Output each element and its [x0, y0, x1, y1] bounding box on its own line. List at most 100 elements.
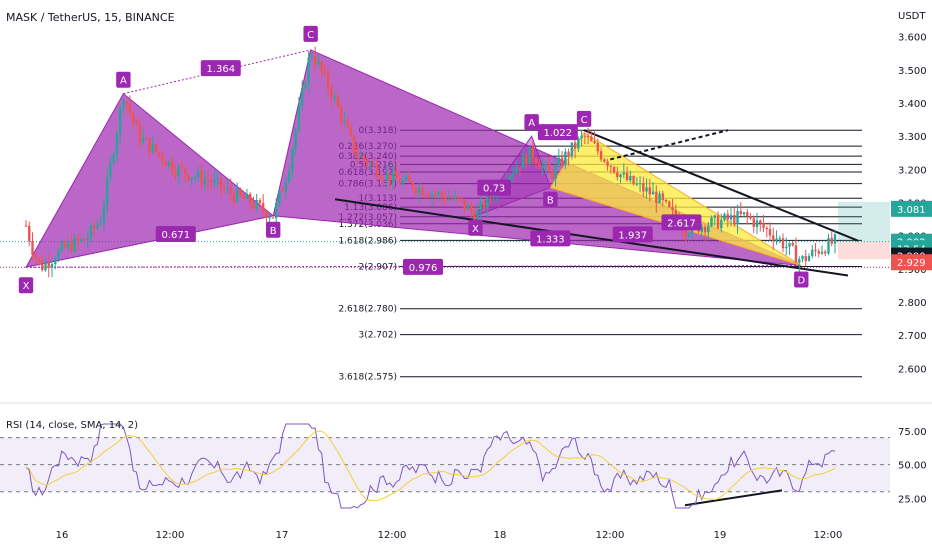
candle-body: [323, 71, 327, 73]
candle-body: [255, 199, 258, 209]
candle-body: [164, 161, 167, 166]
candle-body: [287, 171, 291, 182]
candle-body: [180, 166, 184, 169]
fib-label: 3(2.702): [358, 331, 397, 341]
candle-body: [278, 190, 281, 203]
candle-body: [411, 181, 414, 190]
candle-body: [479, 201, 483, 210]
candle-body: [629, 175, 632, 181]
candle-body: [580, 135, 583, 139]
candle-body: [521, 154, 525, 169]
candle-body: [44, 262, 47, 271]
candle-body: [450, 198, 453, 200]
candle-body: [531, 147, 535, 159]
candle-body: [37, 258, 41, 261]
point-label-d: D: [797, 276, 805, 287]
candle-body: [128, 104, 132, 114]
candle-body: [573, 142, 577, 149]
candle-body: [664, 200, 668, 202]
candle-body: [612, 166, 616, 173]
candle-body: [317, 61, 320, 65]
rsi-tick-label: 25.00: [898, 494, 927, 505]
candle-body: [339, 106, 343, 122]
candle-body: [824, 251, 827, 254]
candle-body: [564, 151, 567, 166]
fib-label: 1.618(2.986): [338, 236, 397, 246]
candle-body: [235, 189, 239, 202]
xd-dotted: [25, 265, 802, 268]
candle-body: [145, 137, 148, 139]
candle-body: [434, 193, 437, 195]
candle-body: [222, 188, 226, 190]
symbol-title: MASK / TetherUS, 15, BINANCE: [6, 11, 175, 24]
candle-body: [333, 96, 336, 99]
rsi-line: [25, 423, 836, 509]
candle-body: [482, 201, 486, 209]
candle-body: [551, 171, 554, 179]
candle-body: [34, 255, 37, 259]
candle-body: [645, 187, 648, 192]
candle-body: [50, 263, 54, 268]
ratio-label-bg: [403, 258, 444, 275]
candle-body: [73, 238, 76, 252]
candle-body: [437, 192, 440, 195]
candle-body: [469, 205, 473, 213]
candle-body: [781, 238, 785, 249]
candle-body: [443, 196, 447, 201]
candle-body: [684, 231, 687, 237]
inner-point-label-a: A: [528, 118, 535, 129]
candle-body: [456, 196, 460, 199]
candle-body: [463, 199, 466, 210]
candle-body: [739, 211, 742, 215]
ratio-label: 0.976: [409, 263, 438, 274]
candle-body: [736, 211, 739, 225]
trend-lower: [334, 198, 849, 277]
candle-body: [768, 229, 772, 236]
price-tick-label: 3.600: [898, 33, 927, 44]
triangle-xab: [25, 92, 275, 268]
candle-body: [619, 174, 622, 178]
candle-body: [508, 175, 512, 183]
candle-body: [362, 154, 366, 160]
candle-body: [167, 161, 171, 166]
rsi-trend: [684, 489, 783, 507]
candle-body: [616, 172, 619, 178]
candle-body: [794, 245, 798, 263]
rsi-band: [0, 437, 890, 492]
candle-body: [398, 178, 401, 184]
price-tag-label: 2.929: [897, 258, 926, 269]
candle-body: [239, 189, 242, 196]
candle-body: [271, 217, 275, 219]
candle-body: [716, 215, 720, 229]
candle-body: [473, 212, 476, 223]
candle-body: [570, 142, 574, 157]
candle-body: [759, 220, 762, 224]
inner-ratio-label-bg: [537, 124, 578, 141]
candle-body: [668, 201, 671, 207]
candle-body: [307, 57, 310, 84]
candle-body: [86, 237, 89, 241]
candle-body: [102, 205, 106, 224]
candle-body: [190, 177, 193, 181]
candle-body: [830, 237, 833, 244]
candle-body: [404, 176, 408, 181]
candle-body: [723, 214, 726, 220]
candle-body: [417, 187, 421, 194]
candle-body: [746, 212, 749, 217]
candle-body: [658, 193, 661, 204]
candle-body: [820, 251, 824, 254]
candle-body: [430, 193, 434, 198]
candle-body: [158, 151, 161, 155]
candle-body: [375, 164, 379, 177]
candle-body: [313, 55, 317, 65]
candle-body: [67, 242, 70, 248]
candle-body: [460, 198, 463, 200]
candle-body: [755, 220, 759, 227]
candle-body: [346, 120, 349, 128]
candle-body: [219, 177, 223, 189]
candle-body: [261, 203, 265, 212]
candle-body: [171, 161, 174, 172]
candle-body: [57, 250, 60, 261]
